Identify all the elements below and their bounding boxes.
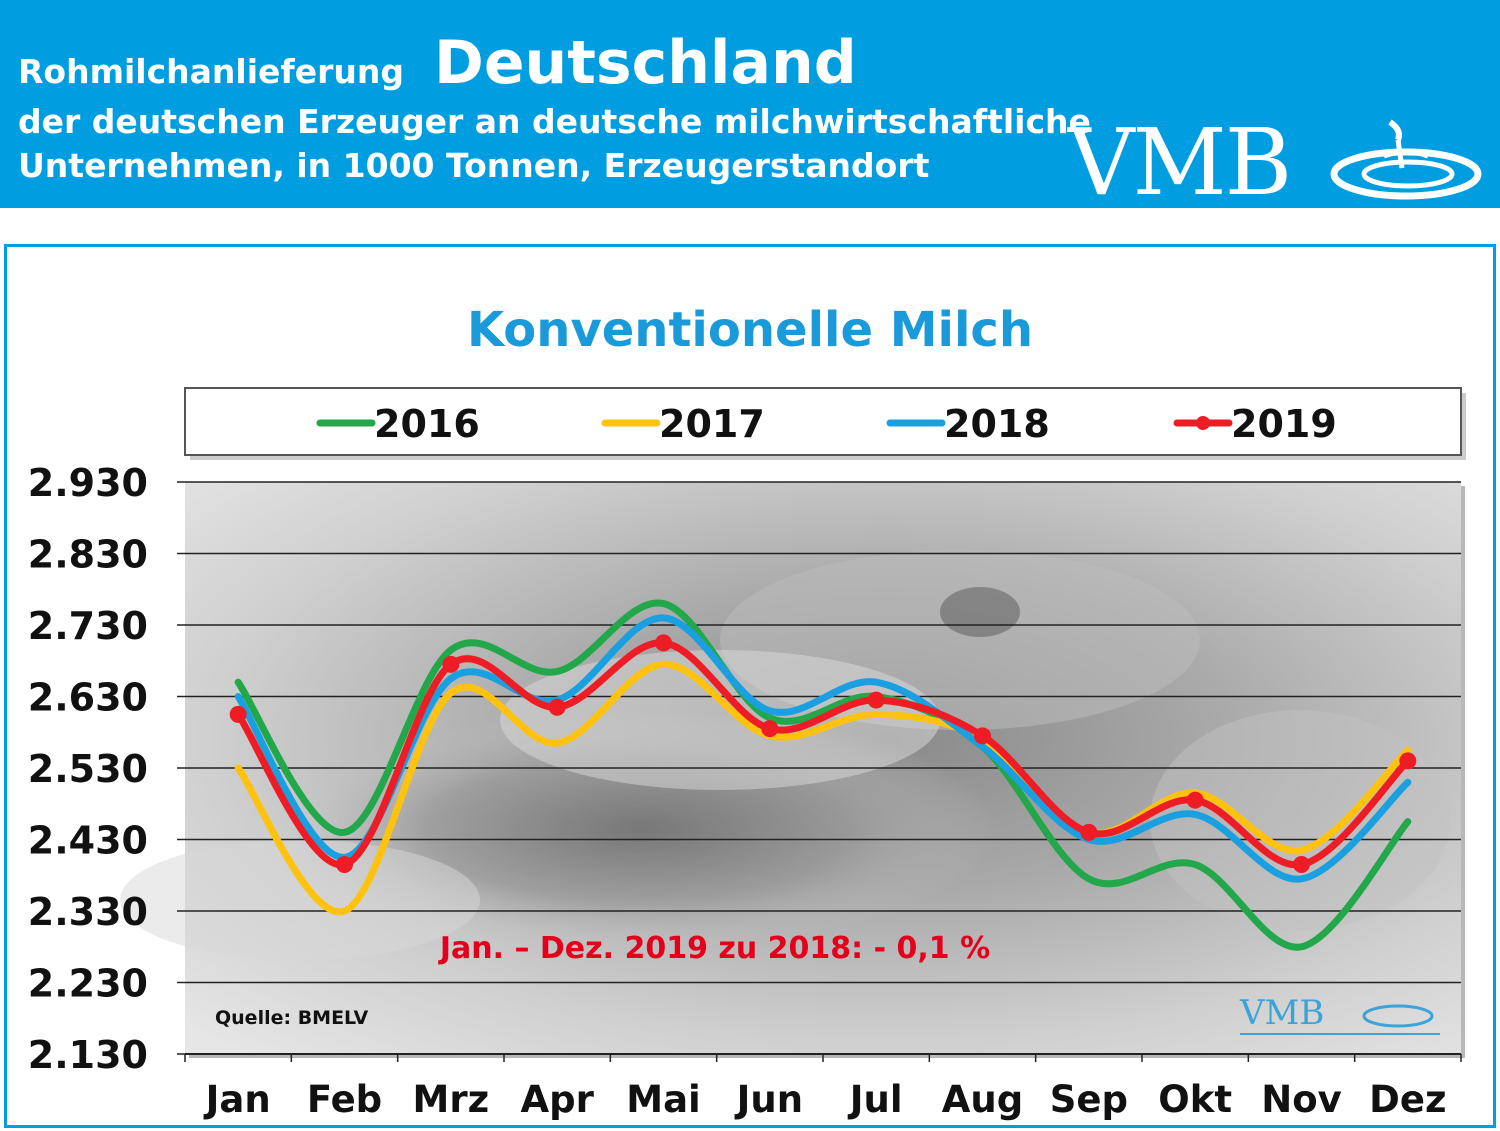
- data-point-2019: [974, 727, 991, 745]
- data-point-2019: [229, 705, 247, 723]
- legend-label: 2016: [374, 402, 480, 446]
- data-point-2019: [1399, 752, 1417, 770]
- x-tick-label: Jan: [203, 1078, 271, 1121]
- y-tick-label: 2.230: [28, 962, 148, 1006]
- x-tick-label: Apr: [520, 1078, 594, 1121]
- data-point-2019: [1186, 791, 1204, 809]
- plot-area: [120, 482, 1465, 1058]
- x-tick-label: Feb: [307, 1078, 382, 1121]
- series-2016: [234, 599, 1412, 951]
- series-line-2019: [234, 639, 1412, 869]
- legend-label: 2019: [1231, 402, 1337, 446]
- legend-item-2017: 2017: [601, 402, 765, 446]
- y-tick-label: 2.730: [28, 604, 148, 648]
- vmb-logo-text: VMB: [1068, 109, 1292, 216]
- legend-box: 2016 2017 2018 2019: [184, 387, 1466, 460]
- legend-item-2019: 2019: [1173, 402, 1337, 446]
- x-tick-label: Sep: [1050, 1078, 1128, 1121]
- watermark-logo: VMB: [1239, 993, 1440, 1035]
- data-point-2019: [442, 655, 460, 673]
- source-note: Quelle: BMELV: [215, 1007, 369, 1029]
- legend-item-2018: 2018: [886, 402, 1050, 446]
- header-subtitle-line2: Unternehmen, in 1000 Tonnen, Erzeugersta…: [18, 146, 930, 185]
- y-tick-label: 2.830: [28, 533, 148, 577]
- y-axis: 2.930 2.830 2.730 2.630 2.530 2.430 2.330 2.230…: [28, 461, 148, 1077]
- data-point-2019: [655, 634, 672, 652]
- x-tick-label: Okt: [1158, 1078, 1232, 1121]
- vmb-logo: VMB: [1068, 109, 1488, 216]
- x-tick-label: Aug: [942, 1078, 1023, 1121]
- chart-title: Konventionelle Milch: [467, 302, 1033, 358]
- header-country: Deutschland: [434, 28, 857, 98]
- x-tick-label: Nov: [1261, 1078, 1342, 1121]
- series-line-2016: [234, 599, 1412, 951]
- data-point-2019: [1293, 856, 1310, 874]
- data-point-2019: [867, 691, 885, 709]
- legend-label: 2017: [659, 402, 765, 446]
- data-point-2019: [1080, 823, 1098, 841]
- y-tick-label: 2.130: [28, 1033, 148, 1077]
- x-tick-label: Jun: [734, 1078, 803, 1121]
- y-tick-label: 2.330: [28, 890, 148, 934]
- watermark-text: VMB: [1239, 993, 1324, 1033]
- x-tick-label: Dez: [1369, 1078, 1446, 1121]
- y-tick-label: 2.530: [28, 747, 148, 791]
- legend-marker: [1196, 416, 1210, 430]
- header-subtitle-line1: der deutschen Erzeuger an deutsche milch…: [18, 102, 1091, 141]
- y-tick-label: 2.430: [28, 819, 148, 863]
- x-tick-label: Jul: [847, 1078, 903, 1121]
- milk-drop-icon: [1330, 119, 1482, 200]
- x-axis: Jan Feb Mrz Apr Mai Jun Jul Aug Sep Okt Nov Dez: [184, 1053, 1462, 1121]
- series-2019: [229, 634, 1417, 874]
- header-banner: Rohmilchanlieferung Deutschland der deut…: [0, 0, 1500, 216]
- data-point-2019: [548, 698, 566, 716]
- header-title-row: Rohmilchanlieferung Deutschland: [18, 28, 857, 98]
- series-lines: [229, 599, 1417, 951]
- y-tick-label: 2.630: [28, 676, 148, 720]
- annotation: Jan. – Dez. 2019 zu 2018: - 0,1 %: [438, 931, 990, 966]
- legend-item-2016: 2016: [316, 402, 480, 446]
- y-tick-label: 2.930: [28, 461, 148, 505]
- legend-label: 2018: [944, 402, 1050, 446]
- header-prefix: Rohmilchanlieferung: [18, 52, 405, 91]
- data-point-2019: [761, 720, 779, 738]
- x-tick-label: Mrz: [413, 1078, 490, 1121]
- data-point-2019: [336, 856, 353, 874]
- x-tick-label: Mai: [626, 1078, 700, 1121]
